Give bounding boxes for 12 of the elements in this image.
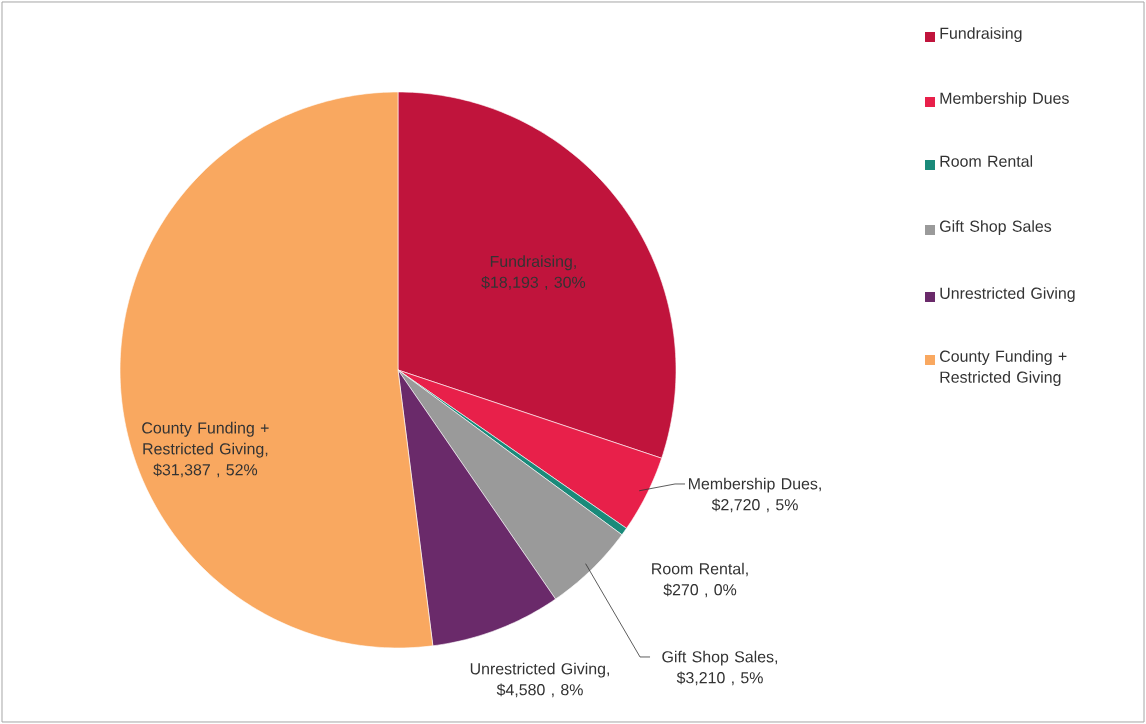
legend-label: County Funding + Restricted Giving bbox=[940, 350, 1067, 386]
legend-label: Membership Dues bbox=[940, 92, 1069, 108]
legend-label: Fundraising bbox=[940, 27, 1022, 43]
data-label: Unrestricted Giving, $4,580 , 8% bbox=[470, 662, 609, 698]
data-label: Gift Shop Sales, $3,210 , 5% bbox=[662, 650, 778, 686]
data-label: County Funding + Restricted Giving, $31,387 , 52% bbox=[142, 421, 269, 478]
legend-label: Unrestricted Giving bbox=[940, 287, 1075, 303]
data-label: Room Rental, $270 , 0% bbox=[652, 562, 748, 598]
data-label: Fundraising, $18,193 , 30% bbox=[481, 255, 586, 290]
data-label: Membership Dues, $2,720 , 5% bbox=[689, 477, 821, 513]
legend-label: Gift Shop Sales bbox=[940, 220, 1052, 236]
legend-label: Room Rental bbox=[940, 155, 1033, 167]
